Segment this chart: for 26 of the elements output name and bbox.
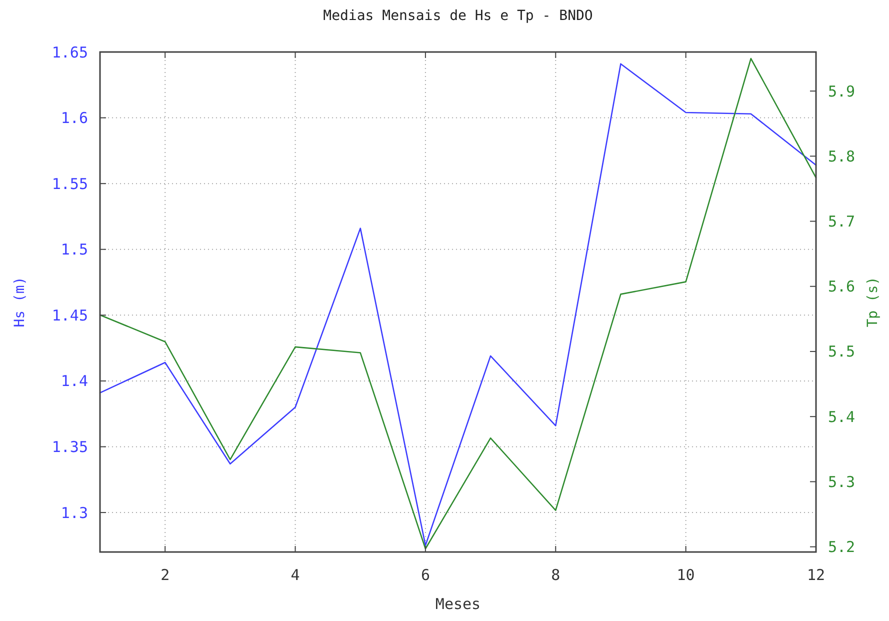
y-tick-label: 1.35 bbox=[52, 438, 88, 456]
x-tick-label: 6 bbox=[420, 566, 430, 584]
y2-axis-title: Tp (s) bbox=[865, 276, 881, 328]
y-tick-label: 1.3 bbox=[60, 504, 88, 522]
x-axis-title: Meses bbox=[435, 595, 481, 613]
y2-tick-label: 5.9 bbox=[828, 82, 856, 100]
x-tick-label: 10 bbox=[676, 566, 695, 584]
y-tick-label: 1.45 bbox=[52, 306, 88, 324]
y-axis-title: Hs (m) bbox=[12, 276, 28, 328]
x-tick-label: 4 bbox=[290, 566, 300, 584]
y2-tick-label: 5.5 bbox=[828, 342, 856, 361]
x-tick-label: 8 bbox=[551, 566, 560, 584]
y-tick-label: 1.65 bbox=[52, 43, 88, 62]
y2-tick-label: 5.7 bbox=[828, 212, 856, 231]
y2-tick-label: 5.8 bbox=[828, 147, 856, 166]
y-tick-label: 1.5 bbox=[60, 240, 88, 259]
y-tick-label: 1.6 bbox=[60, 109, 88, 128]
y2-tick-label: 5.3 bbox=[828, 472, 856, 491]
chart-title: Medias Mensais de Hs e Tp - BNDO bbox=[323, 8, 593, 24]
x-tick-label: 2 bbox=[160, 566, 170, 584]
y-tick-label: 1.4 bbox=[60, 372, 88, 390]
y2-tick-label: 5.2 bbox=[828, 538, 856, 556]
y2-tick-label: 5.4 bbox=[828, 408, 856, 426]
y-tick-label: 1.55 bbox=[52, 174, 88, 193]
y2-tick-label: 5.6 bbox=[828, 278, 856, 296]
x-tick-label: 12 bbox=[806, 566, 826, 584]
